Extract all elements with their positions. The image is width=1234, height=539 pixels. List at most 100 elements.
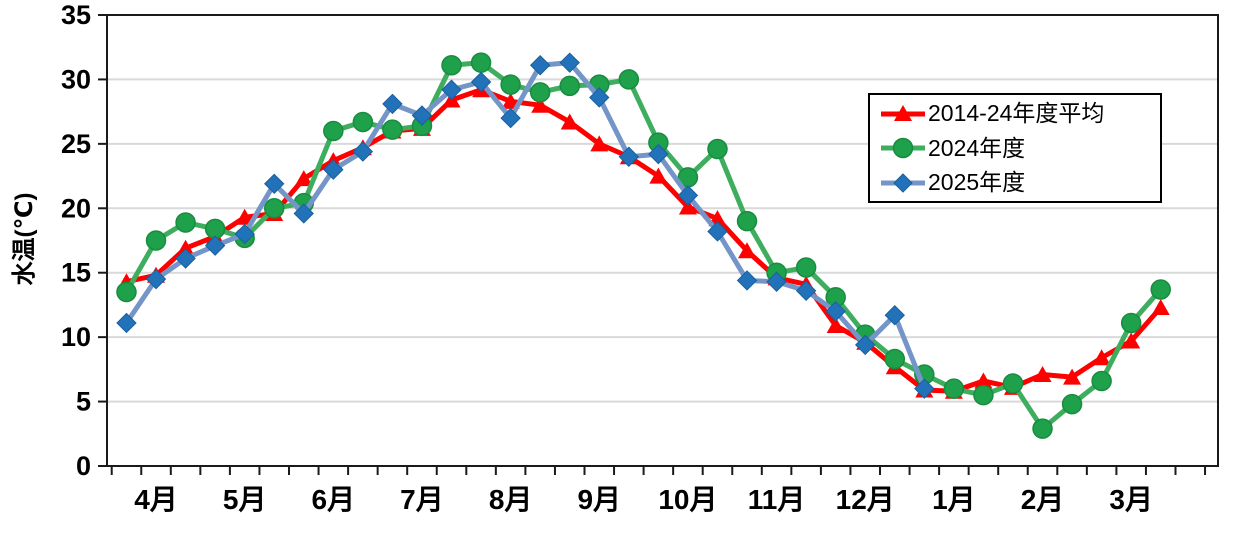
marker-circle-2024年度 xyxy=(707,138,728,160)
y-axis-title: 水温(℃) xyxy=(11,192,38,285)
marker-diamond-2025年度 xyxy=(766,271,787,292)
marker-triangle-2014-24年度平均 xyxy=(1033,366,1052,383)
marker-circle-2024年度 xyxy=(795,257,817,278)
marker-diamond-2025年度 xyxy=(175,248,196,269)
marker-circle-2024年度 xyxy=(559,75,580,97)
marker-triangle-2014-24年度平均 xyxy=(974,372,993,389)
legend-item-2024: 2024年度 xyxy=(878,132,1160,164)
marker-diamond-2025年度 xyxy=(795,280,817,301)
marker-diamond-2025年度 xyxy=(234,223,255,245)
y-tick-label-20: 20 xyxy=(61,193,91,223)
marker-triangle-2014-24年度平均 xyxy=(560,113,579,130)
marker-diamond-2025年度 xyxy=(116,312,137,334)
marker-diamond-2025年度 xyxy=(855,334,876,356)
marker-triangle-2014-24年度平均 xyxy=(1122,332,1141,349)
y-tick-label-15: 15 xyxy=(61,258,91,288)
marker-circle-2024年度 xyxy=(1002,373,1024,394)
y-tick-label-30: 30 xyxy=(61,64,91,94)
marker-diamond-2025年度 xyxy=(382,93,403,115)
x-month-label-9月: 9月 xyxy=(577,484,621,515)
marker-diamond-2025年度 xyxy=(204,235,226,256)
marker-triangle-2014-24年度平均 xyxy=(531,96,550,113)
marker-diamond-2025年度 xyxy=(825,301,846,322)
x-month-label-1月: 1月 xyxy=(932,484,976,515)
marker-diamond-2025年度 xyxy=(264,173,285,195)
marker-circle-2024年度 xyxy=(736,210,758,232)
legend-label-average: 2014-24年度平均 xyxy=(928,100,1105,126)
marker-diamond-2025年度 xyxy=(323,159,344,180)
marker-diamond-2025年度 xyxy=(470,71,492,93)
legend-label-2024: 2024年度 xyxy=(928,134,1026,161)
marker-triangle-2014-24年度平均 xyxy=(176,239,195,256)
marker-circle-2024年度 xyxy=(263,198,285,219)
marker-triangle-2014-24年度平均 xyxy=(1092,349,1111,366)
marker-circle-2024年度 xyxy=(352,111,374,133)
marker-circle-2024年度 xyxy=(382,119,403,140)
marker-triangle-2014-24年度平均 xyxy=(826,317,845,334)
x-month-label-2月: 2月 xyxy=(1021,484,1065,515)
marker-circle-2024年度 xyxy=(529,82,551,103)
x-month-label-12月: 12月 xyxy=(836,484,895,515)
marker-triangle-2014-24年度平均 xyxy=(678,198,697,215)
legend-item-average: 2014-24年度平均 xyxy=(878,98,1160,130)
x-month-label-10月: 10月 xyxy=(658,484,717,515)
marker-triangle-2014-24年度平均 xyxy=(649,167,668,184)
x-month-label-8月: 8月 xyxy=(489,484,533,515)
marker-circle-2024年度 xyxy=(1032,418,1053,439)
legend-marker-diamond-icon xyxy=(881,172,925,193)
marker-diamond-2025年度 xyxy=(145,268,167,290)
marker-diamond-2025年度 xyxy=(736,270,758,291)
marker-triangle-2014-24年度平均 xyxy=(294,170,313,187)
marker-diamond-2025年度 xyxy=(589,87,610,108)
marker-triangle-2014-24年度平均 xyxy=(235,208,254,225)
marker-diamond-2025年度 xyxy=(411,105,433,126)
marker-diamond-2025年度 xyxy=(352,141,374,162)
x-month-label-6月: 6月 xyxy=(312,484,356,515)
legend-marker-triangle-icon xyxy=(881,104,925,121)
marker-diamond-2025年度 xyxy=(559,52,580,73)
marker-diamond-2025年度 xyxy=(648,143,669,165)
marker-circle-2024年度 xyxy=(1150,279,1171,300)
marker-triangle-2014-24年度平均 xyxy=(501,92,520,109)
marker-diamond-2025年度 xyxy=(914,378,935,399)
marker-circle-2024年度 xyxy=(1061,393,1083,415)
y-tick-label-35: 35 xyxy=(61,0,91,30)
legend-label-2025: 2025年度 xyxy=(928,169,1026,195)
marker-circle-2024年度 xyxy=(116,281,137,303)
marker-circle-2024年度 xyxy=(1120,312,1142,334)
x-month-label-5月: 5月 xyxy=(223,484,267,515)
marker-circle-2024年度 xyxy=(470,52,492,73)
x-month-label-7月: 7月 xyxy=(400,484,444,515)
marker-circle-2024年度 xyxy=(175,212,196,233)
marker-diamond-2025年度 xyxy=(500,107,521,129)
marker-diamond-2025年度 xyxy=(884,305,905,326)
marker-diamond-2025年度 xyxy=(441,79,462,100)
y-tick-label-10: 10 xyxy=(61,322,91,352)
marker-circle-2024年度 xyxy=(441,55,462,76)
marker-diamond-2025年度 xyxy=(618,146,640,167)
marker-triangle-2014-24年度平均 xyxy=(738,242,757,259)
y-tick-label-5: 5 xyxy=(76,387,91,417)
x-month-label-11月: 11月 xyxy=(748,484,806,515)
marker-diamond-2025年度 xyxy=(529,55,551,76)
marker-circle-2024年度 xyxy=(943,378,965,399)
marker-triangle-2014-24年度平均 xyxy=(1063,368,1082,385)
series-line-2025年度 xyxy=(124,60,927,390)
marker-diamond-2025年度 xyxy=(707,221,728,242)
marker-diamond-2025年度 xyxy=(677,185,699,206)
marker-circle-2024年度 xyxy=(323,120,344,142)
marker-circle-2024年度 xyxy=(973,384,994,406)
legend-marker-circle-icon xyxy=(881,137,925,159)
x-month-label-4月: 4月 xyxy=(134,484,178,515)
marker-circle-2024年度 xyxy=(618,69,640,90)
marker-triangle-2014-24年度平均 xyxy=(1151,299,1170,316)
marker-circle-2024年度 xyxy=(884,348,906,370)
y-tick-label-0: 0 xyxy=(76,451,91,481)
x-month-label-3月: 3月 xyxy=(1109,484,1153,515)
marker-triangle-2014-24年度平均 xyxy=(590,135,609,152)
marker-circle-2024年度 xyxy=(145,230,167,251)
marker-circle-2024年度 xyxy=(500,74,521,95)
chart-legend: 2014-24年度平均 2024年度 2025年度 xyxy=(868,93,1162,203)
